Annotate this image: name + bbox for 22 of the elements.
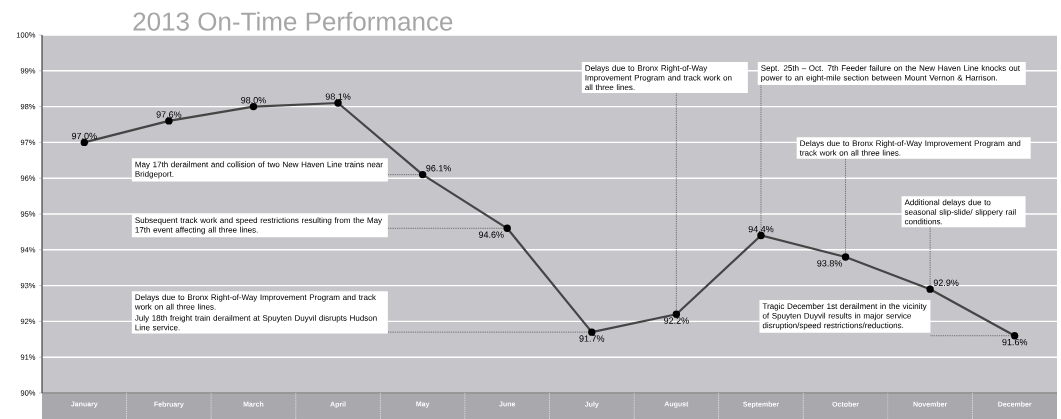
annotation: July 18th freight train derailment at Spuyten Duyvil disrupts Hudson Line service. (134, 314, 377, 331)
data-label: 91.6% (1002, 338, 1028, 346)
data-label: 98.0% (241, 96, 266, 104)
annotation: Tragic December 1st derailment in the vicinity of Spuyten Duyvil results in major service disruption/speed restrictions/reductions. (762, 302, 927, 330)
data-label: 94.4% (748, 225, 774, 233)
annotation: Sept. 25th – Oct. 7th Feeder failure on the New Haven Line knocks out power to an eight-mile section between Mount Vernon & Harrison. (761, 64, 1020, 82)
annotation: Delays due to Bronx Right-of-Way Improvement Program and track work on all three lines. (134, 293, 376, 310)
data-label: 98.1% (325, 93, 351, 100)
data-label: 93.8% (817, 259, 843, 267)
data-label: 97.0% (71, 132, 97, 140)
chart-title: 2013 On-Time Performance (133, 11, 453, 31)
data-label: 92.9% (933, 279, 959, 286)
data-label: 94.6% (478, 231, 504, 238)
annotation: Delays due to Bronx Right-of-Way Improvement Program and track work on all three lines. (585, 64, 732, 90)
annotation: May 17th derailment and collision of two New Haven Line trains near Bridgeport. (135, 161, 383, 179)
data-label: 92.2% (664, 317, 689, 324)
annotation: Delays due to Bronx Right-of-Way Improvement Program and track work on all three lines. (799, 140, 1021, 156)
data-label: 97.6% (156, 111, 182, 118)
annotation: Additional delays due to seasonal slip-slide/ slippery rail conditions. (904, 199, 1016, 225)
annotation: Subsequent track work and speed restrictions resulting from the May 17th event affecting all three lines. (135, 217, 383, 235)
data-label: 91.7% (579, 335, 605, 342)
data-label: 96.1% (426, 164, 452, 172)
